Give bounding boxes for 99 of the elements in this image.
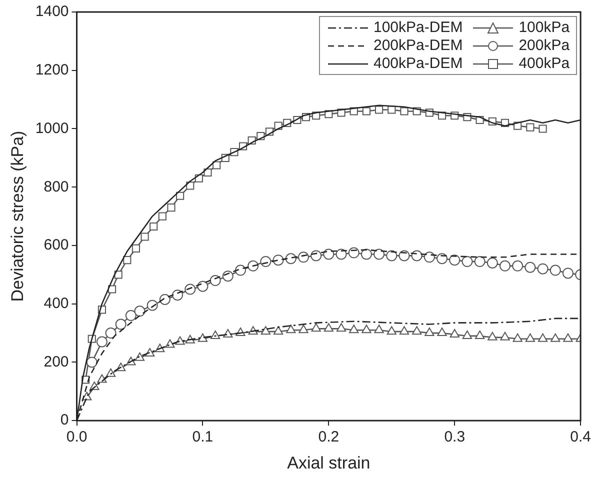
point	[437, 328, 447, 336]
point	[96, 336, 108, 348]
point	[286, 324, 296, 334]
point	[260, 326, 271, 335]
y-tick-label: 1000	[35, 120, 69, 137]
point	[235, 264, 246, 276]
y-axis-title: Deviatoric stress (kPa)	[8, 130, 27, 302]
point	[125, 310, 136, 322]
x-tick-label: 0.3	[444, 428, 466, 446]
point	[424, 328, 434, 336]
point	[550, 333, 560, 342]
point	[362, 107, 370, 116]
point	[462, 256, 473, 268]
point	[204, 168, 212, 177]
point	[374, 248, 385, 260]
point	[172, 290, 184, 301]
point	[158, 212, 166, 220]
y-tick-label: 800	[44, 178, 69, 196]
point	[360, 248, 372, 260]
point	[550, 264, 561, 276]
point	[175, 336, 185, 345]
point	[336, 323, 346, 332]
point	[386, 250, 398, 262]
legend-label: 400kPa	[518, 55, 570, 72]
point	[449, 254, 460, 266]
point	[273, 326, 284, 335]
point	[310, 250, 322, 262]
point	[538, 333, 548, 342]
point	[374, 324, 384, 334]
point	[424, 252, 435, 263]
point	[474, 330, 485, 339]
legend-label: 400kPa-DEM	[374, 55, 463, 72]
point	[524, 262, 536, 273]
point	[260, 256, 272, 268]
point	[197, 280, 208, 292]
point	[108, 285, 116, 294]
point	[537, 263, 548, 274]
point	[86, 356, 98, 368]
y-tick-label: 1200	[35, 62, 69, 79]
point	[140, 232, 149, 241]
x-tick-label: 0.0	[66, 428, 88, 446]
point	[210, 275, 221, 286]
point	[324, 323, 334, 332]
x-tick-label: 0.4	[570, 428, 592, 446]
point	[525, 333, 536, 342]
point	[134, 352, 145, 361]
point	[562, 268, 574, 279]
point	[134, 306, 146, 317]
point	[411, 250, 422, 262]
point	[512, 260, 524, 272]
point	[375, 106, 384, 114]
point	[167, 204, 176, 212]
point	[563, 333, 573, 342]
point	[105, 328, 116, 339]
y-tick-label: 200	[44, 353, 69, 370]
legend-label: 100kPa-DEM	[374, 19, 463, 36]
point	[386, 326, 396, 335]
point	[474, 256, 486, 268]
point	[132, 244, 140, 252]
legend-label: 100kPa	[518, 19, 570, 36]
legend-label: 200kPa	[518, 37, 570, 54]
point	[212, 161, 221, 170]
point	[412, 326, 422, 335]
point	[184, 284, 196, 295]
point	[150, 222, 158, 231]
point	[311, 323, 321, 332]
y-tick-label: 400	[44, 295, 69, 312]
point	[500, 260, 511, 272]
point	[146, 300, 158, 311]
point	[488, 332, 498, 340]
point	[198, 333, 208, 342]
y-tick-label: 600	[44, 236, 69, 254]
point	[538, 124, 547, 133]
point	[336, 248, 347, 260]
point	[298, 324, 308, 334]
point	[115, 318, 126, 330]
point	[298, 252, 309, 263]
point	[462, 330, 472, 339]
y-tick-label: 0	[60, 412, 69, 429]
point	[362, 324, 372, 334]
point	[323, 248, 334, 260]
point	[526, 123, 534, 132]
point	[400, 107, 408, 116]
x-axis-title: Axial strain	[287, 453, 370, 472]
point	[176, 192, 184, 200]
point	[123, 256, 132, 264]
legend-label: 200kPa-DEM	[374, 37, 463, 54]
point	[486, 257, 498, 268]
x-tick-label: 0.1	[192, 428, 214, 446]
point	[450, 329, 460, 338]
point	[159, 294, 170, 305]
point	[512, 333, 522, 342]
point	[500, 332, 510, 340]
x-tick-label: 0.2	[318, 428, 340, 446]
y-tick-label: 1400	[35, 3, 69, 20]
point	[349, 324, 359, 334]
point	[285, 253, 296, 264]
point	[399, 326, 410, 335]
point	[210, 330, 220, 339]
